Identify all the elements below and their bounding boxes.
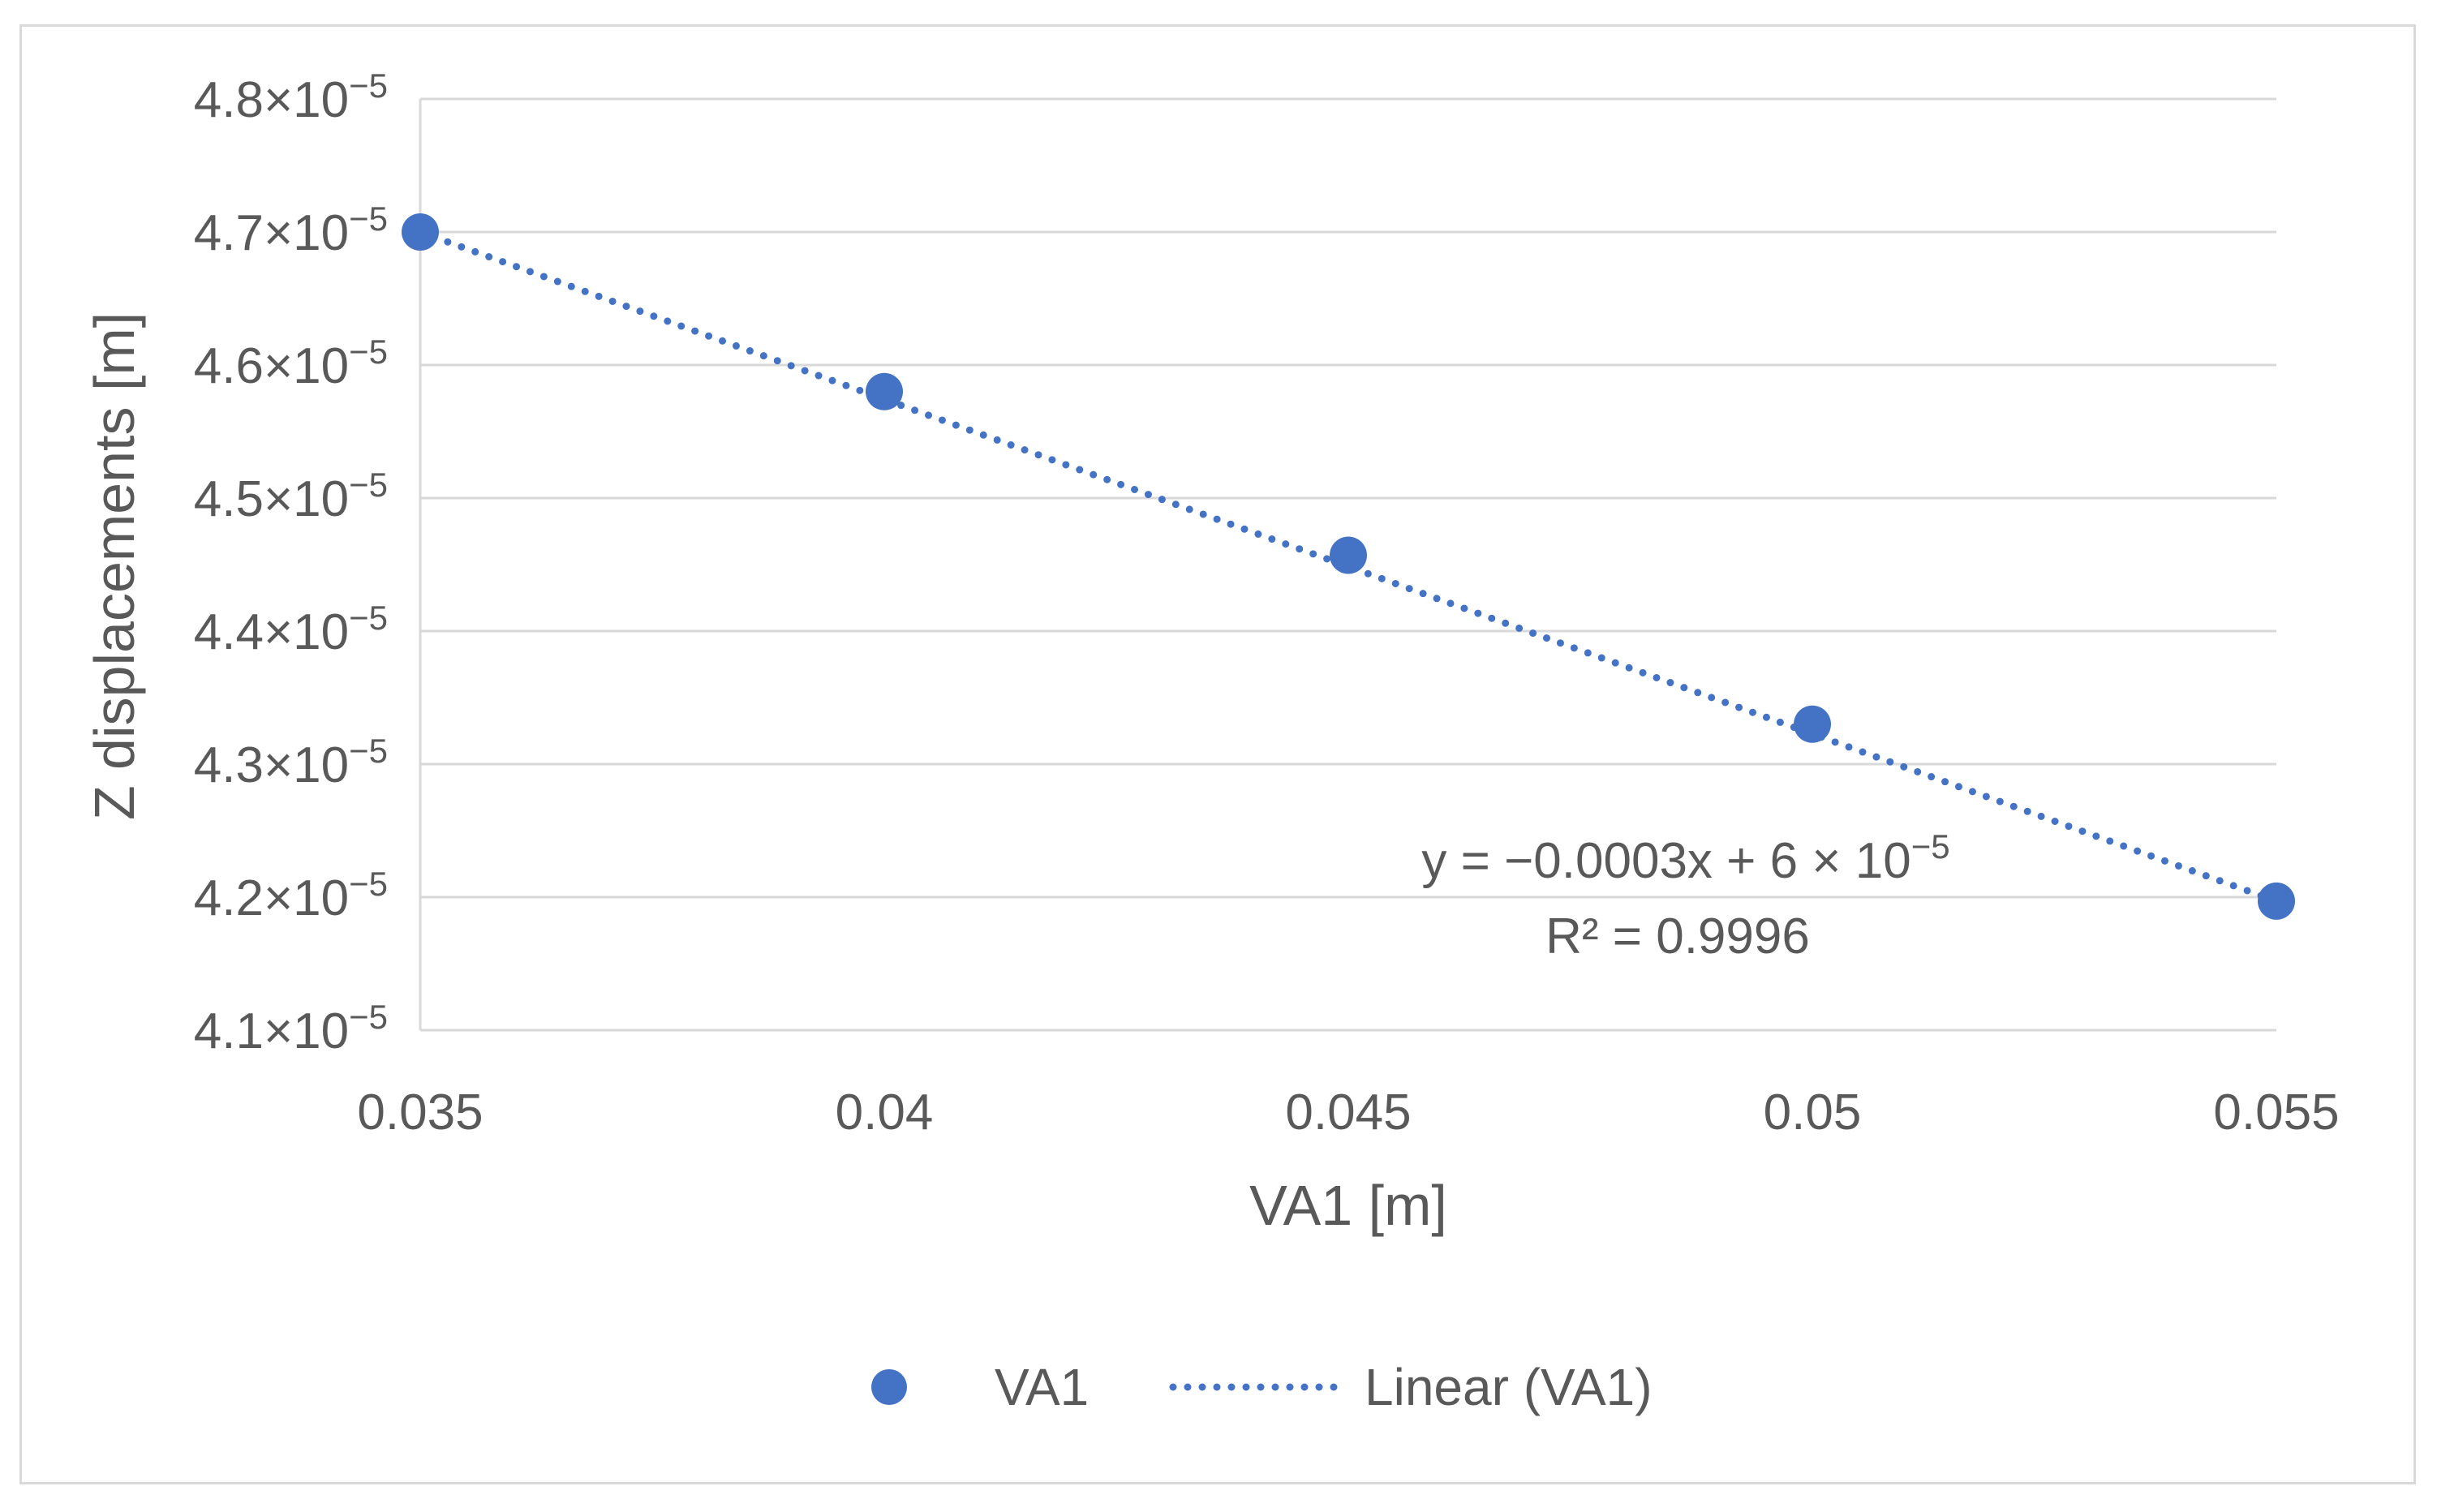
x-axis-title: VA1 [m]: [1249, 1174, 1447, 1237]
x-tick-label: 0.04: [836, 1085, 934, 1140]
x-tick-labels: 0.035 0.04 0.045 0.05 0.055: [357, 1085, 2339, 1140]
y-tick-exponent: −5: [349, 998, 388, 1036]
y-axis-title: Z displacements [m]: [83, 312, 146, 820]
y-tick-label: 4.3×10−5: [194, 732, 388, 793]
x-tick-label: 0.055: [2213, 1085, 2339, 1140]
y-tick-mantissa: 4.5×10: [194, 471, 349, 527]
x-tick-label: 0.05: [1764, 1085, 1862, 1140]
data-point: [866, 372, 903, 410]
y-tick-label: 4.5×10−5: [194, 466, 388, 527]
gridlines: [419, 97, 2276, 1032]
y-tick-mantissa: 4.8×10: [194, 72, 349, 128]
y-tick-exponent: −5: [349, 67, 388, 105]
y-tick-mantissa: 4.1×10: [194, 1003, 349, 1059]
x-tick-label: 0.045: [1285, 1085, 1411, 1140]
legend-label-linear: Linear (VA1): [1365, 1358, 1653, 1416]
y-tick-label: 4.4×10−5: [194, 599, 388, 660]
data-points: [402, 213, 2295, 920]
legend-marker-va1: [871, 1369, 907, 1405]
trendline-equation: y = −0.0003x + 6 × 10−5 R² = 0.9996: [1421, 827, 1949, 964]
data-point: [1794, 705, 1831, 743]
y-tick-mantissa: 4.7×10: [194, 205, 349, 261]
data-point: [1330, 536, 1367, 574]
legend: VA1 Linear (VA1): [871, 1358, 1653, 1416]
y-tick-exponent: −5: [349, 333, 388, 371]
y-tick-mantissa: 4.2×10: [194, 870, 349, 926]
y-tick-label: 4.8×10−5: [194, 67, 388, 128]
y-tick-mantissa: 4.3×10: [194, 737, 349, 793]
data-point: [2258, 882, 2295, 920]
y-tick-mantissa: 4.6×10: [194, 338, 349, 394]
y-tick-exponent: −5: [349, 732, 388, 770]
legend-label-va1: VA1: [995, 1358, 1089, 1416]
chart-frame: [19, 24, 2416, 1484]
equation-main: y = −0.0003x + 6 × 10: [1421, 833, 1910, 889]
y-tick-label: 4.2×10−5: [194, 865, 388, 926]
y-tick-label: 4.1×10−5: [194, 998, 388, 1059]
equation-label: y = −0.0003x + 6 × 10−5: [1421, 827, 1949, 889]
y-tick-exponent: −5: [349, 599, 388, 637]
y-tick-mantissa: 4.4×10: [194, 604, 349, 660]
y-tick-label: 4.7×10−5: [194, 200, 388, 261]
equation-exponent: −5: [1911, 827, 1950, 866]
x-tick-label: 0.035: [357, 1085, 483, 1140]
y-tick-exponent: −5: [349, 466, 388, 504]
data-point: [402, 213, 439, 251]
y-tick-label: 4.6×10−5: [194, 333, 388, 394]
r-squared-label: R² = 0.9996: [1545, 908, 1810, 964]
y-tick-labels: 4.1×10−54.2×10−54.3×10−54.4×10−54.5×10−5…: [194, 67, 388, 1059]
y-tick-exponent: −5: [349, 200, 388, 238]
y-tick-exponent: −5: [349, 865, 388, 903]
